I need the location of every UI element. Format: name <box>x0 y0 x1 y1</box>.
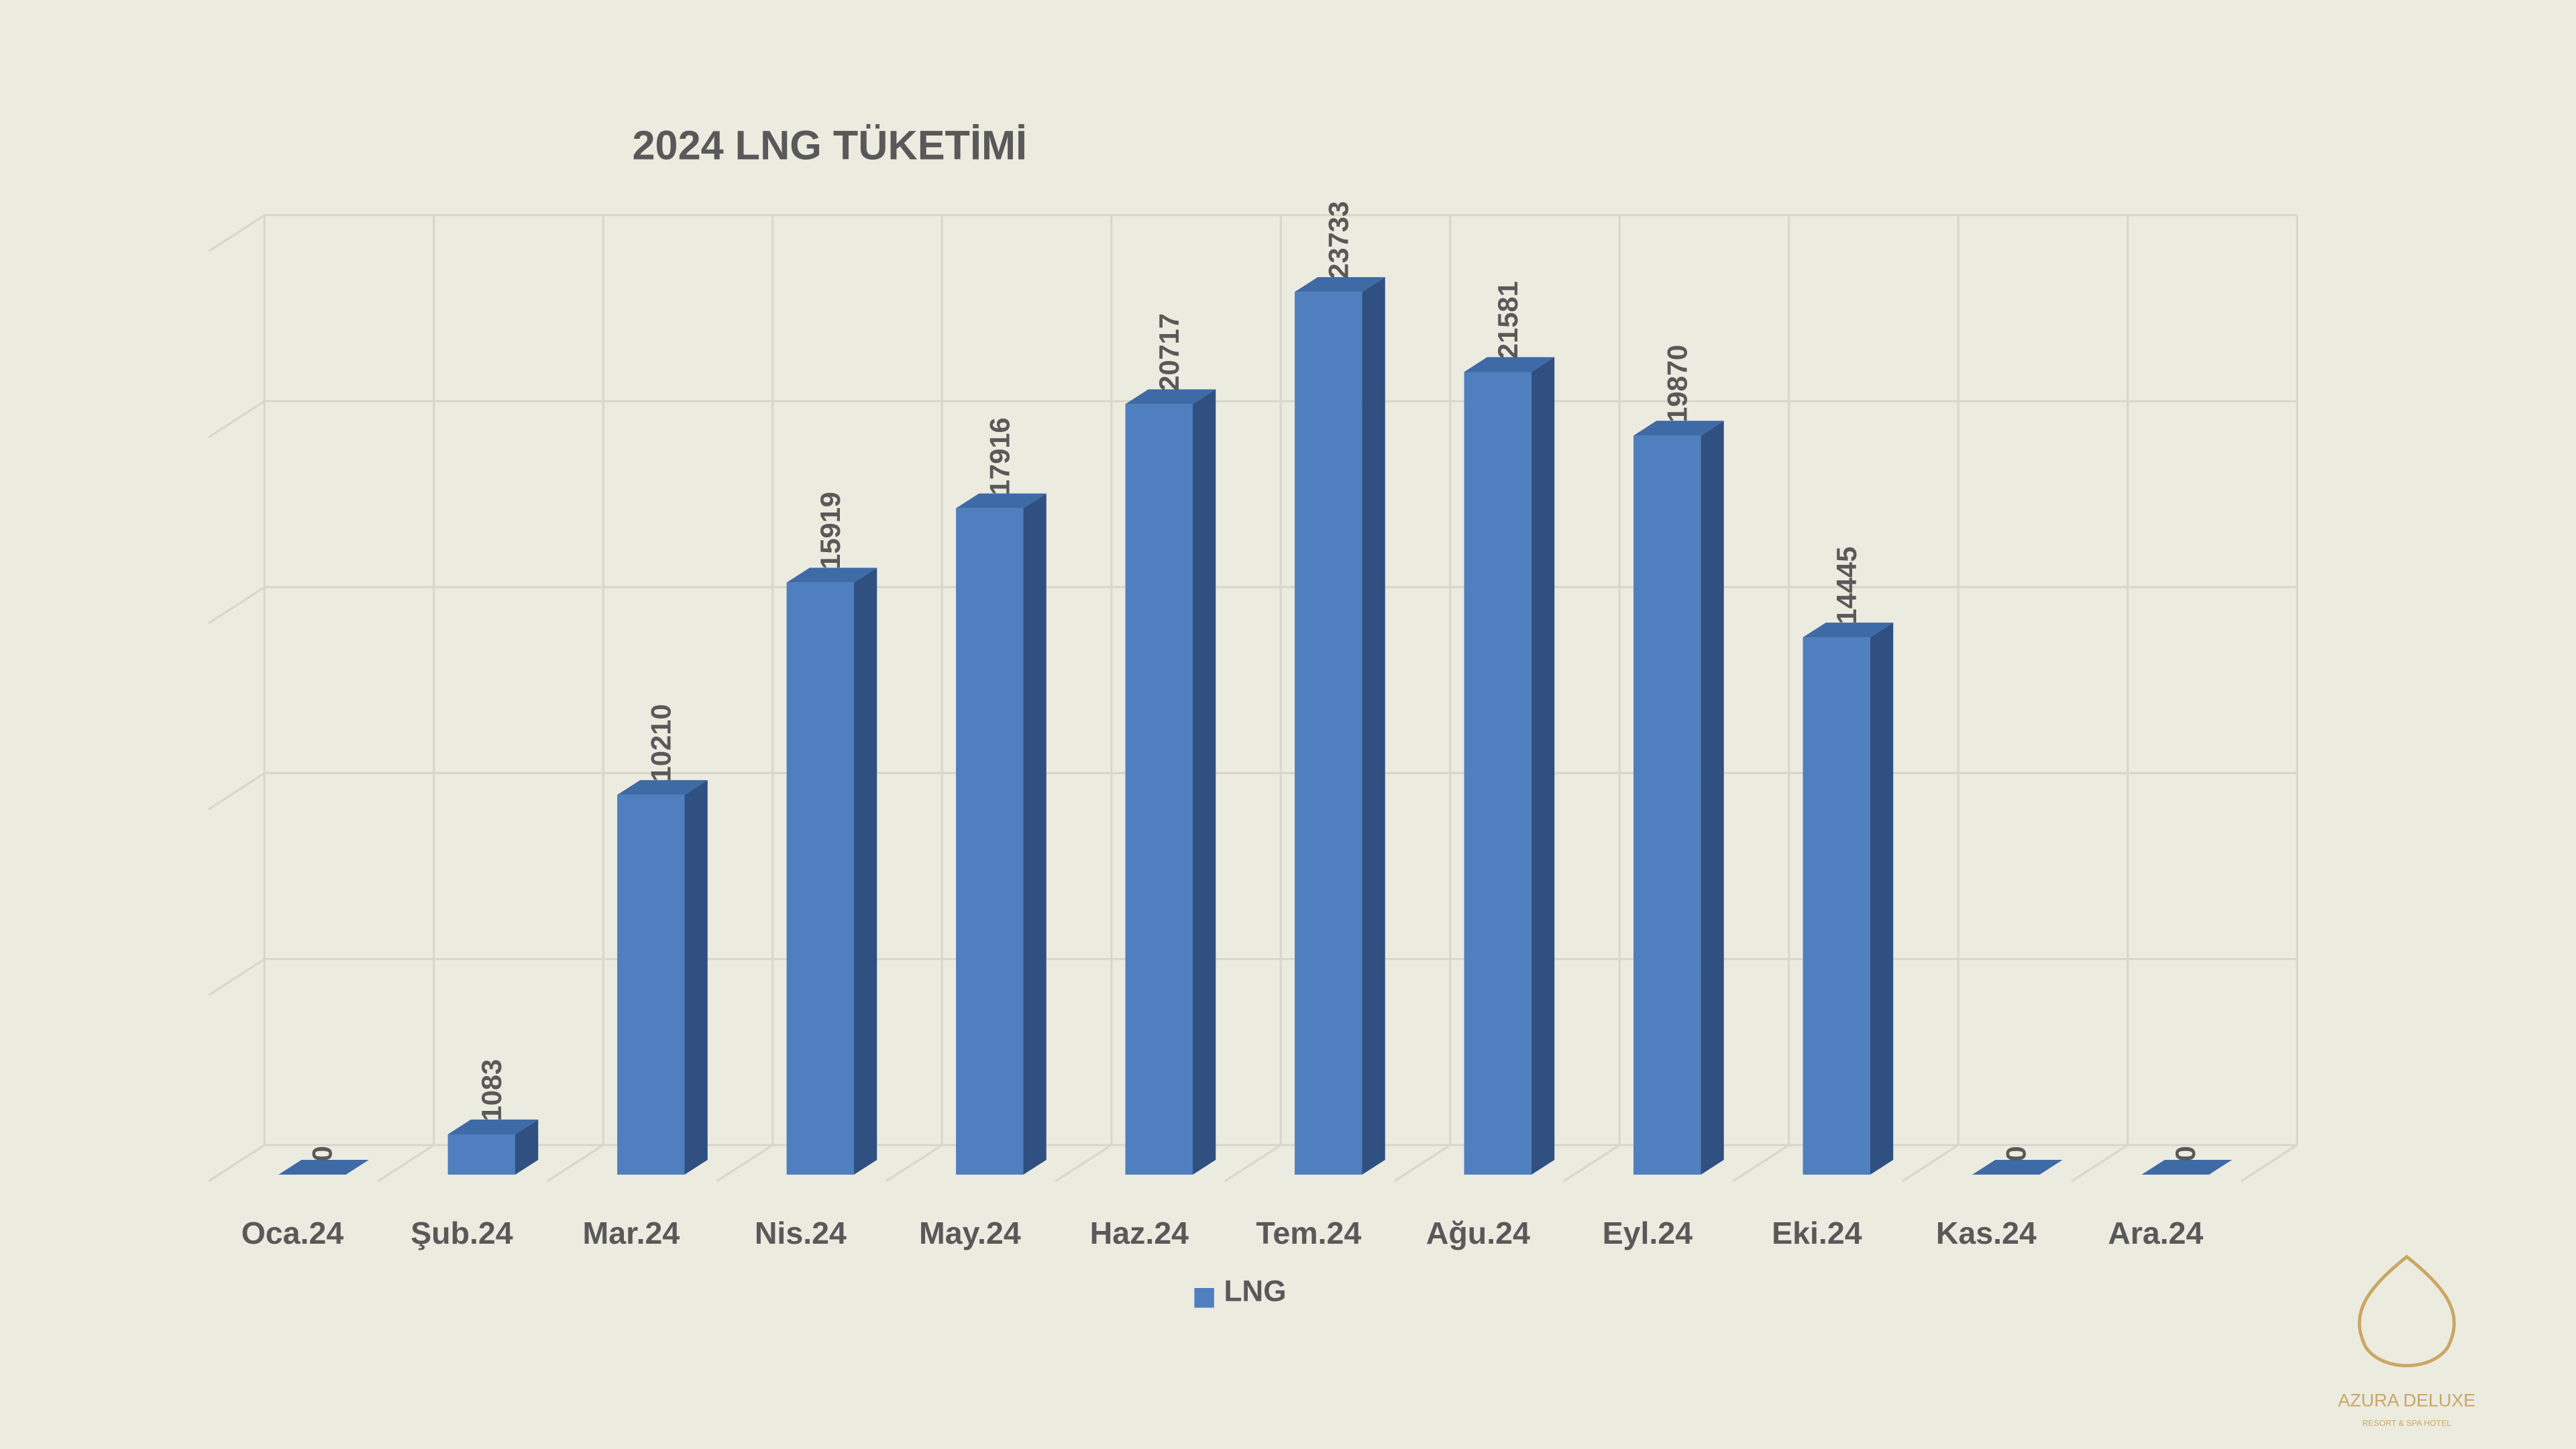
bar-top <box>1295 277 1385 292</box>
bar <box>1464 372 1532 1175</box>
floor-line <box>1224 1144 1282 1183</box>
data-label: 10210 <box>645 704 677 782</box>
chart-title: 2024 LNG TÜKETİMİ <box>632 123 1026 168</box>
logo-subtitle: RESORT & SPA HOTEL <box>2362 1419 2451 1428</box>
data-label: 14445 <box>1831 547 1862 625</box>
side-grid-line <box>208 214 266 253</box>
side-grid-line <box>208 586 266 625</box>
data-label: 0 <box>2169 1146 2201 1161</box>
floor-line <box>716 1144 773 1183</box>
data-label: 21581 <box>1492 281 1523 359</box>
bar <box>1803 637 1870 1175</box>
data-label: 15919 <box>814 492 846 570</box>
grid <box>208 214 2298 1183</box>
bar-top <box>1633 421 1724 436</box>
bar-top <box>1464 357 1555 372</box>
bar <box>1125 404 1193 1175</box>
logo-emblem <box>2357 1254 2456 1368</box>
bar-top <box>1972 1159 2063 1175</box>
x-tick-label: Oca.24 <box>241 1216 344 1250</box>
bar-top <box>2141 1159 2233 1175</box>
side-grid-line <box>208 772 266 810</box>
bar-top <box>1125 389 1216 405</box>
x-tick-label: May.24 <box>919 1216 1021 1250</box>
data-label: 20717 <box>1153 313 1185 391</box>
bar-side <box>1192 389 1216 1175</box>
x-tick-label: Nis.24 <box>755 1216 847 1250</box>
data-label: 0 <box>2000 1146 2032 1161</box>
data-label: 17916 <box>984 417 1016 495</box>
data-label: 0 <box>307 1146 338 1161</box>
bar-side <box>1701 421 1724 1175</box>
floor-line <box>377 1144 435 1183</box>
bar-side <box>684 780 708 1175</box>
x-tick-label: Mar.24 <box>582 1216 680 1250</box>
bars: 0 Oca.24 1083 Şub.24 10210 Mar.24 15919 Nis.24 1… <box>241 201 2233 1250</box>
logo-name: AZURA DELUXE <box>2338 1390 2475 1410</box>
bar <box>447 1134 515 1175</box>
floor-line <box>1563 1144 1621 1183</box>
bar-top <box>617 780 708 795</box>
bar-side <box>1870 623 1894 1175</box>
data-label: 19870 <box>1662 345 1693 423</box>
floor-line <box>1055 1144 1112 1183</box>
floor-line <box>2071 1144 2129 1183</box>
bar <box>1295 292 1362 1175</box>
side-grid-line <box>208 1144 266 1183</box>
bar <box>956 508 1024 1175</box>
bar-side <box>1023 493 1046 1175</box>
x-tick-label: Şub.24 <box>411 1216 513 1250</box>
bar <box>1633 435 1701 1175</box>
bar-top <box>956 493 1046 508</box>
floor-line <box>2241 1144 2298 1183</box>
x-tick-label: Ağu.24 <box>1426 1216 1530 1250</box>
side-grid-line <box>208 400 266 439</box>
x-tick-label: Tem.24 <box>1256 1216 1361 1250</box>
logo: AZURA DELUXE RESORT & SPA HOTEL <box>2338 1254 2475 1428</box>
x-tick-label: Haz.24 <box>1090 1216 1189 1250</box>
floor-line <box>547 1144 604 1183</box>
bar-side <box>1362 277 1385 1175</box>
bar <box>786 582 854 1175</box>
side-grid-line <box>208 958 266 996</box>
floor-line <box>1393 1144 1451 1183</box>
data-label: 23733 <box>1323 201 1354 279</box>
bar-side <box>515 1119 539 1175</box>
bar-top <box>278 1159 369 1175</box>
x-tick-label: Kas.24 <box>1936 1216 2037 1250</box>
floor-line <box>885 1144 943 1183</box>
bar-top <box>786 568 877 583</box>
bar-top <box>447 1119 539 1134</box>
data-label: 1083 <box>476 1059 507 1122</box>
x-tick-label: Eki.24 <box>1772 1216 1862 1250</box>
bar <box>617 794 685 1175</box>
bar-top <box>1803 623 1894 638</box>
floor-line <box>1902 1144 1960 1183</box>
x-tick-label: Eyl.24 <box>1603 1216 1693 1250</box>
floor-line <box>1732 1144 1790 1183</box>
legend-label: LNG <box>1224 1275 1286 1308</box>
legend-swatch <box>1194 1288 1214 1308</box>
bar-side <box>853 568 877 1175</box>
bar-side <box>1531 357 1555 1175</box>
x-tick-label: Ara.24 <box>2108 1216 2203 1250</box>
